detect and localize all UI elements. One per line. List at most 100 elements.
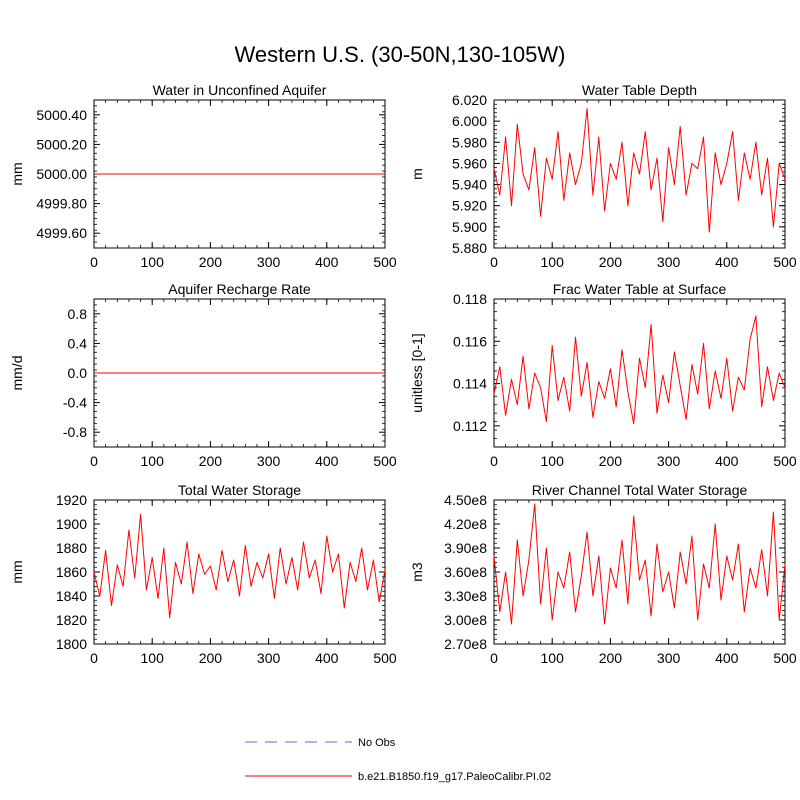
y-axis-label: m (409, 168, 425, 180)
x-tick-label: 500 (773, 254, 797, 270)
x-tick-label: 400 (315, 254, 339, 270)
legend-label-model: b.e21.B1850.f19_g17.PaleoCalibr.PI.02 (358, 771, 551, 783)
y-tick-label: 0.116 (453, 333, 487, 349)
plot-frame (93, 499, 386, 645)
panel-title: Total Water Storage (178, 482, 301, 498)
y-tick-label: 6.000 (452, 113, 487, 129)
figure-title: Western U.S. (30-50N,130-105W) (235, 42, 566, 67)
x-tick-label: 500 (773, 650, 797, 666)
x-tick-label: 200 (599, 650, 623, 666)
x-tick-label: 200 (199, 453, 223, 469)
x-tick-label: 100 (141, 650, 165, 666)
plot-frame (493, 298, 786, 448)
panel-title: River Channel Total Water Storage (532, 482, 748, 498)
y-tick-label: 5.900 (452, 219, 487, 235)
y-tick-label: 6.020 (452, 92, 487, 108)
y-tick-label: 1820 (56, 612, 87, 628)
x-tick-label: 400 (315, 650, 339, 666)
panel-title: Water Table Depth (582, 82, 697, 98)
x-tick-label: 0 (90, 650, 98, 666)
y-tick-label: 4.50e8 (444, 492, 487, 508)
y-tick-label: 4999.80 (36, 196, 87, 212)
y-tick-label: 5000.40 (36, 107, 87, 123)
x-tick-label: 0 (490, 254, 498, 270)
x-tick-label: 200 (199, 254, 223, 270)
x-tick-label: 0 (490, 453, 498, 469)
y-tick-label: 5.960 (452, 155, 487, 171)
y-tick-label: 4.20e8 (444, 516, 487, 532)
y-tick-label: 1860 (56, 564, 87, 580)
y-tick-label: 1920 (56, 492, 87, 508)
legend: No Obs b.e21.B1850.f19_g17.PaleoCalibr.P… (245, 737, 551, 783)
panels: Water in Unconfined Aquifer 0 100 200 300 400… (9, 82, 797, 666)
series-line-0 (493, 315, 786, 425)
y-tick-label: 3.60e8 (444, 564, 487, 580)
x-tick-label: 200 (199, 650, 223, 666)
x-tick-label: 0 (90, 453, 98, 469)
y-tick-label: -0.8 (63, 424, 87, 440)
y-tick-label: 1840 (56, 588, 87, 604)
y-axis-label: m3 (409, 562, 425, 582)
panel-2: Aquifer Recharge Rate 0 100 200 300 400 500 -0.… (9, 281, 397, 469)
y-tick-label: 3.00e8 (444, 612, 487, 628)
x-tick-label: 500 (773, 453, 797, 469)
plot-frame (493, 99, 786, 249)
x-tick-label: 200 (599, 254, 623, 270)
x-tick-label: 500 (373, 650, 397, 666)
x-tick-label: 400 (715, 254, 739, 270)
x-tick-label: 0 (90, 254, 98, 270)
y-tick-label: 0.112 (453, 418, 487, 434)
series-line-0 (493, 503, 786, 625)
x-tick-label: 500 (373, 254, 397, 270)
y-tick-label: 5000.20 (36, 136, 87, 152)
panel-3: Frac Water Table at Surface 0 100 200 300 400… (409, 281, 797, 469)
x-tick-label: 300 (657, 453, 681, 469)
x-tick-label: 300 (657, 650, 681, 666)
plot-frame (493, 499, 786, 645)
x-tick-label: 200 (599, 453, 623, 469)
panel-5: River Channel Total Water Storage 0 100 200… (409, 482, 797, 666)
y-axis-label: mm (9, 162, 25, 185)
y-axis-label: unitless [0-1] (409, 333, 425, 412)
y-axis-label: mm (9, 560, 25, 583)
y-tick-label: -0.4 (63, 395, 87, 411)
y-tick-label: 1800 (56, 636, 87, 652)
x-tick-label: 300 (257, 254, 281, 270)
y-tick-label: 2.70e8 (444, 636, 487, 652)
y-tick-label: 5.980 (452, 134, 487, 150)
panel-title: Water in Unconfined Aquifer (153, 82, 327, 98)
y-tick-label: 1900 (56, 516, 87, 532)
y-tick-label: 5.920 (452, 198, 487, 214)
y-tick-label: 0.8 (68, 306, 88, 322)
x-tick-label: 0 (490, 650, 498, 666)
y-tick-label: 0.0 (68, 365, 88, 381)
y-tick-label: 3.30e8 (444, 588, 487, 604)
y-tick-label: 5.940 (452, 177, 487, 193)
y-tick-label: 4999.60 (36, 225, 87, 241)
x-tick-label: 300 (257, 453, 281, 469)
x-tick-label: 100 (541, 650, 565, 666)
x-tick-label: 300 (257, 650, 281, 666)
y-tick-label: 3.90e8 (444, 540, 487, 556)
x-tick-label: 400 (715, 650, 739, 666)
series-line-0 (493, 108, 786, 233)
y-tick-label: 0.118 (453, 291, 487, 307)
panel-1: Water Table Depth 0 100 200 300 400 500 5.880 5.… (409, 82, 797, 270)
y-tick-label: 0.4 (68, 335, 88, 351)
panel-title: Frac Water Table at Surface (553, 281, 727, 297)
x-tick-label: 100 (541, 254, 565, 270)
x-tick-label: 400 (315, 453, 339, 469)
x-tick-label: 100 (141, 254, 165, 270)
x-tick-label: 500 (373, 453, 397, 469)
panel-4: Total Water Storage 0 100 200 300 400 500 1800 1… (9, 482, 397, 666)
x-tick-label: 300 (657, 254, 681, 270)
series-line-0 (93, 513, 386, 619)
y-tick-label: 5.880 (452, 240, 487, 256)
y-tick-label: 5000.00 (36, 166, 87, 182)
legend-label-no-obs: No Obs (358, 737, 396, 749)
y-tick-label: 0.114 (453, 376, 487, 392)
x-tick-label: 100 (141, 453, 165, 469)
panel-0: Water in Unconfined Aquifer 0 100 200 300 400… (9, 82, 397, 270)
x-tick-label: 400 (715, 453, 739, 469)
